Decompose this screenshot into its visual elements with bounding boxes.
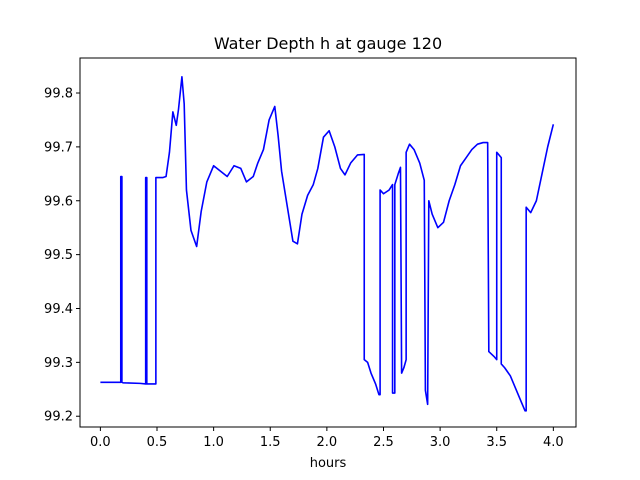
y-tick-label: 99.5 xyxy=(44,248,73,263)
y-tick-label: 99.3 xyxy=(44,356,73,371)
x-tick-label: 3.0 xyxy=(430,435,451,450)
x-tick-label: 2.5 xyxy=(373,435,394,450)
y-tick-label: 99.2 xyxy=(44,410,73,425)
x-tick-label: 1.0 xyxy=(203,435,224,450)
x-tick-label: 2.0 xyxy=(317,435,338,450)
plot-frame xyxy=(79,57,577,428)
plot-area xyxy=(100,76,555,412)
y-tick-label: 99.7 xyxy=(44,140,73,155)
y-axis: 99.2 99.3 99.4 99.5 99.6 99.7 99.8 xyxy=(44,87,80,425)
y-tick-label: 99.6 xyxy=(44,194,73,209)
chart-title: Water Depth h at gauge 120 xyxy=(214,34,442,53)
x-tick-label: 0.5 xyxy=(147,435,168,450)
x-tick-label: 4.0 xyxy=(543,435,564,450)
y-tick-label: 99.4 xyxy=(44,302,73,317)
x-tick-label: 1.5 xyxy=(260,435,281,450)
y-tick-label: 99.8 xyxy=(44,87,73,102)
x-tick-label: 3.5 xyxy=(486,435,507,450)
series-line-1 xyxy=(100,76,555,412)
x-axis-label: hours xyxy=(310,456,347,471)
x-axis: 0.0 0.5 1.0 1.5 2.0 2.5 3.0 3.5 4.0 xyxy=(90,427,564,450)
x-tick-label: 0.0 xyxy=(90,435,111,450)
